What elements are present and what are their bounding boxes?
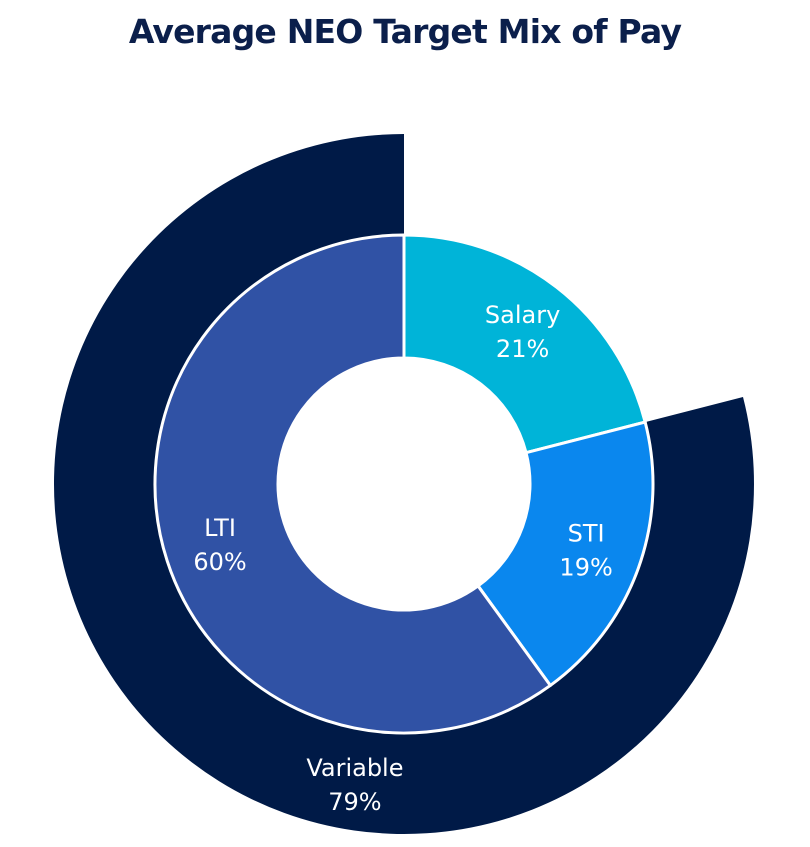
inner-ring: [153, 233, 655, 735]
inner-slice-lti: [153, 233, 552, 735]
label-lti: LTI 60%: [193, 514, 246, 576]
label-salary: Salary 21%: [485, 301, 560, 363]
chart-title: Average NEO Target Mix of Pay: [128, 12, 682, 51]
segment-labels: Salary 21% STI 19% LTI 60% Variable 79%: [193, 301, 612, 816]
label-sti: STI 19%: [559, 520, 612, 582]
label-variable: Variable 79%: [306, 754, 403, 816]
inner-slice-salary: [402, 233, 647, 455]
inner-slice-sti: [476, 420, 655, 687]
